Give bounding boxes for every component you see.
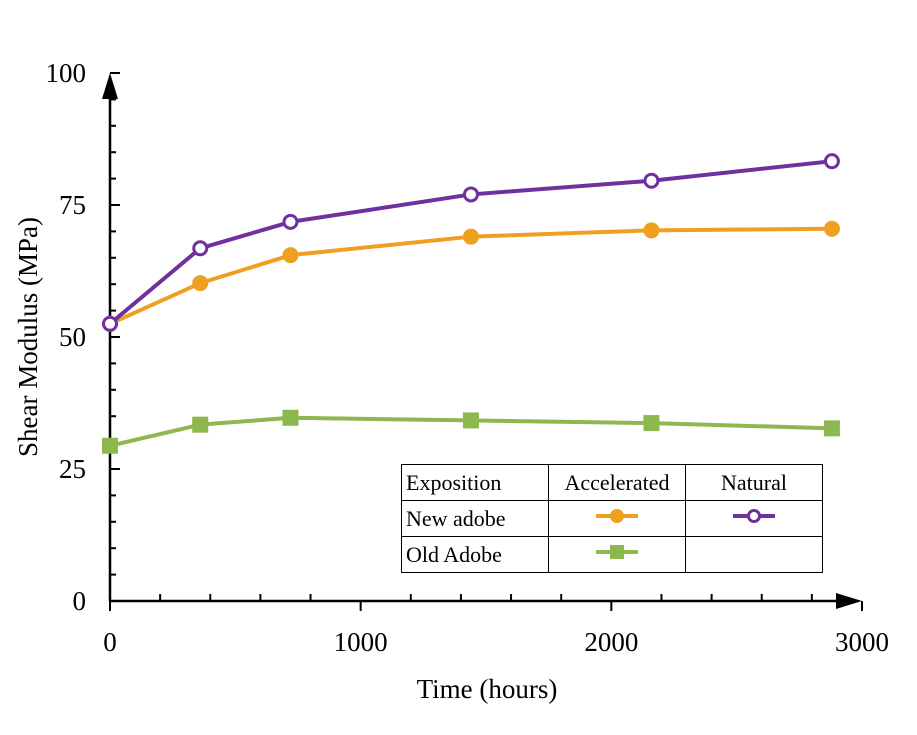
series-line xyxy=(108,159,833,326)
data-point xyxy=(192,240,209,257)
legend-swatch-graphic xyxy=(596,509,638,524)
x-tick-label: 1000 xyxy=(334,627,388,657)
legend-swatch-graphic xyxy=(733,509,775,524)
legend-header-natural: Natural xyxy=(685,464,823,501)
x-axis-title: Time (hours) xyxy=(417,674,558,704)
legend-swatch-new-natural xyxy=(731,506,777,532)
data-point xyxy=(823,153,840,170)
y-axis-title: Shear Modulus (MPa) xyxy=(13,217,43,457)
x-tick-label: 2000 xyxy=(584,627,638,657)
legend-header-accelerated: Accelerated xyxy=(548,464,686,501)
data-point xyxy=(102,315,118,332)
legend-header-exposition: Exposition xyxy=(401,464,549,501)
data-point xyxy=(643,222,660,239)
data-point xyxy=(192,416,209,433)
legend-label-old-adobe: Old Adobe xyxy=(401,536,549,573)
data-point xyxy=(823,220,840,237)
data-point xyxy=(282,409,299,426)
legend-swatch-marker xyxy=(747,509,761,524)
x-tick-label: 0 xyxy=(103,627,117,657)
y-tick-label: 0 xyxy=(73,586,87,616)
data-point xyxy=(192,275,209,292)
legend-swatch-cell xyxy=(548,500,686,537)
data-point xyxy=(643,415,660,432)
series-new-accelerated xyxy=(102,220,840,332)
data-point xyxy=(823,420,840,437)
data-point xyxy=(462,412,479,429)
series-line xyxy=(109,226,832,326)
legend-swatch-graphic xyxy=(596,545,638,560)
legend-row-old-adobe: Old Adobe xyxy=(401,536,823,573)
y-tick-label: 25 xyxy=(59,454,86,484)
y-tick-label: 100 xyxy=(46,58,87,88)
data-point xyxy=(102,437,118,454)
legend-label-new-adobe: New adobe xyxy=(401,500,549,537)
legend-swatch-old-accelerated xyxy=(594,542,640,568)
legend-swatch-new-accelerated xyxy=(594,506,640,532)
legend-swatch-marker xyxy=(610,509,624,524)
legend: Exposition Accelerated Natural New adobe… xyxy=(401,464,823,573)
y-tick-label: 75 xyxy=(59,190,86,220)
data-point xyxy=(462,228,479,245)
series-old-accelerated xyxy=(102,409,840,454)
series-new-natural xyxy=(102,153,840,332)
data-point xyxy=(462,186,479,203)
data-point xyxy=(282,247,299,264)
legend-swatch-marker xyxy=(610,545,624,560)
legend-header-row: Exposition Accelerated Natural xyxy=(401,464,823,501)
legend-row-new-adobe: New adobe xyxy=(401,500,823,537)
series-line xyxy=(109,415,832,448)
data-point xyxy=(643,172,660,189)
legend-empty-cell xyxy=(685,536,823,573)
y-tick-label: 50 xyxy=(59,322,86,352)
data-point xyxy=(282,213,299,230)
series-layer xyxy=(102,153,840,454)
y-axis-arrowhead xyxy=(102,73,118,99)
legend-swatch-cell xyxy=(548,536,686,573)
x-axis-arrowhead xyxy=(836,593,862,609)
x-tick-label: 3000 xyxy=(835,627,889,657)
legend-swatch-cell xyxy=(685,500,823,537)
